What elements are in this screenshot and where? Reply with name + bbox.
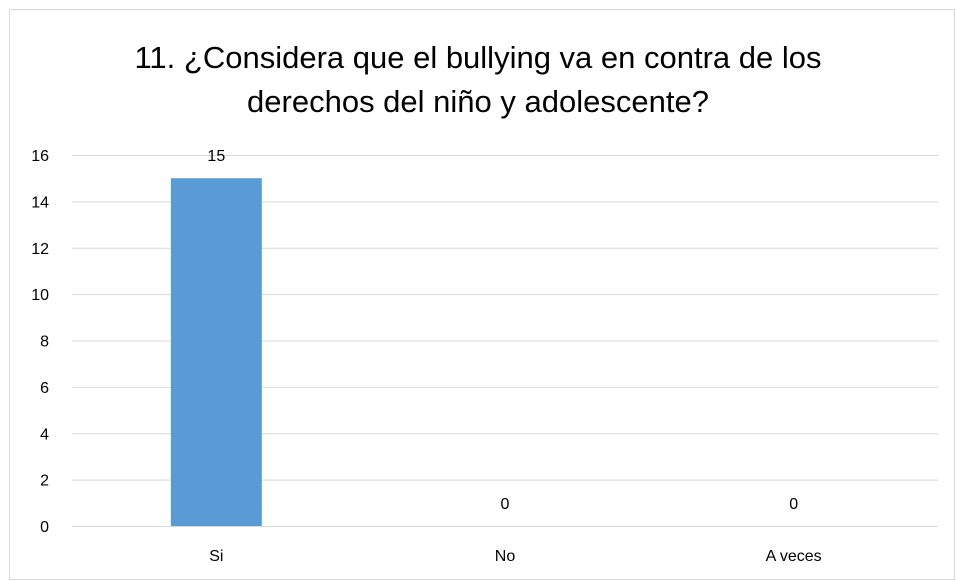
data-label: 15 xyxy=(207,148,225,165)
chart-title-line-1: 11. ¿Considera que el bullying va en con… xyxy=(134,40,822,75)
data-label: 0 xyxy=(501,496,510,513)
y-tick-label: 4 xyxy=(40,426,49,443)
y-tick-label: 10 xyxy=(31,287,49,304)
chart-title: 11. ¿Considera que el bullying va en con… xyxy=(0,36,956,124)
data-label: 0 xyxy=(789,496,798,513)
y-tick-label: 16 xyxy=(31,148,49,165)
y-tick-label: 14 xyxy=(31,194,49,211)
x-tick-label: No xyxy=(495,548,516,565)
y-tick-label: 12 xyxy=(31,241,49,258)
chart-title-line-2: derechos del niño y adolescente? xyxy=(247,84,709,119)
y-tick-label: 2 xyxy=(40,473,49,490)
y-tick-label: 0 xyxy=(40,519,49,536)
x-tick-label: A veces xyxy=(766,548,822,565)
y-tick-label: 6 xyxy=(40,380,49,397)
x-tick-label: Si xyxy=(209,548,223,565)
bar xyxy=(170,178,262,526)
y-tick-label: 8 xyxy=(40,334,49,351)
